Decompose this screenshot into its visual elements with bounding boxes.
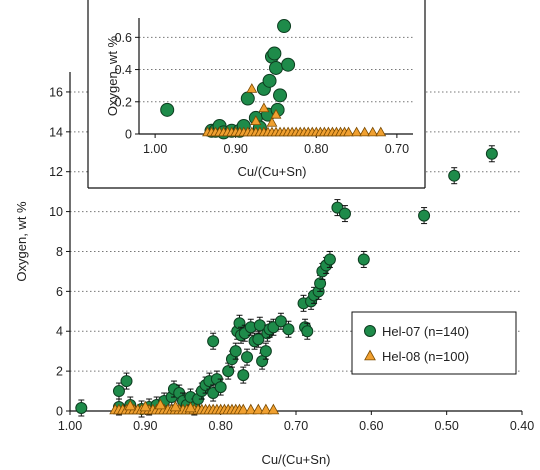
x-tick-label: 0.60	[359, 419, 383, 433]
data-point-circle	[448, 169, 461, 182]
x-tick-label: 0.90	[133, 419, 157, 433]
x-tick-label: 0.80	[208, 419, 232, 433]
x-tick-label: 1.00	[58, 419, 82, 433]
data-point-circle	[233, 317, 246, 330]
legend: Hel-07 (n=140) Hel-08 (n=100)	[351, 311, 517, 375]
x-tick-label: 1.00	[143, 142, 167, 156]
data-point-circle	[485, 147, 498, 160]
data-point-circle	[262, 73, 277, 88]
data-point-triangle	[139, 400, 152, 412]
data-point-circle	[241, 351, 254, 364]
data-point-triangle	[351, 126, 363, 137]
y-tick-label: 0.6	[115, 31, 132, 45]
data-point-circle	[237, 369, 250, 382]
y-axis-title: Oxygen, wt %	[14, 201, 29, 282]
y-tick-label: 12	[49, 165, 63, 179]
data-point-triangle	[244, 403, 257, 415]
data-point-circle	[338, 207, 351, 220]
y-tick-label: 0.4	[115, 63, 132, 77]
data-point-triangle	[266, 116, 278, 127]
data-point-circle	[207, 335, 220, 348]
data-point-circle	[259, 345, 272, 358]
y-axis-title: Oxygen, wt %	[105, 35, 120, 116]
data-point-circle	[160, 102, 175, 117]
data-point-circle	[314, 277, 327, 290]
legend-label-hel-07: Hel-07 (n=140)	[382, 324, 469, 339]
data-point-triangle	[267, 403, 280, 415]
data-point-triangle	[154, 398, 167, 410]
data-point-circle	[222, 365, 235, 378]
data-point-circle	[214, 381, 227, 394]
data-point-triangle	[237, 403, 250, 415]
data-point-circle	[301, 325, 314, 338]
inset-plot: 0 0.2 0.4 0.6 1.00 0.90 0.80 0.70 Cu/(Cu+Sn) Oxyg…	[87, 0, 426, 189]
legend-marker-triangle	[364, 349, 376, 361]
x-tick-label: 0.70	[385, 142, 409, 156]
series-hel-08	[202, 83, 387, 137]
data-point-triangle	[359, 126, 371, 137]
data-point-triangle	[246, 83, 258, 93]
data-point-triangle	[343, 126, 354, 137]
data-point-circle	[267, 46, 282, 61]
data-point-circle	[112, 385, 125, 398]
data-point-triangle	[258, 102, 270, 113]
series-hel-07	[75, 145, 498, 418]
data-point-circle	[418, 209, 431, 222]
data-point-circle	[269, 60, 283, 75]
y-tick-label: 6	[56, 285, 63, 299]
y-tick-label: 10	[49, 205, 63, 219]
x-tick-label: 0.70	[284, 419, 308, 433]
x-tick-label: 0.40	[510, 419, 534, 433]
y-tick-label: 2	[56, 365, 63, 379]
y-tick-label: 8	[56, 245, 63, 259]
data-point-circle	[323, 253, 336, 266]
data-point-triangle	[375, 126, 387, 137]
data-point-triangle	[367, 126, 379, 137]
y-tick-label: 0.2	[115, 95, 132, 109]
main-plot: 0 2 4 6 8 10 12 14 16 1.00 0.90 0.80 0.70 0.60 0.50 0.4…	[14, 72, 534, 467]
data-point-circle	[281, 57, 296, 72]
data-point-circle	[357, 253, 370, 266]
y-tick-label: 0	[125, 128, 132, 142]
x-tick-label: 0.80	[304, 142, 328, 156]
x-tick-label: 0.50	[434, 419, 458, 433]
data-point-triangle	[259, 403, 272, 415]
data-point-triangle	[252, 403, 265, 415]
data-point-circle	[240, 91, 255, 106]
y-tick-label: 4	[56, 325, 63, 339]
legend-marker-circle	[364, 325, 376, 337]
series-hel-08	[109, 398, 280, 415]
x-axis-title: Cu/(Cu+Sn)	[262, 452, 331, 467]
data-point-circle	[75, 402, 88, 415]
data-point-triangle	[184, 401, 197, 413]
y-tick-label: 0	[56, 405, 63, 419]
legend-label-hel-08: Hel-08 (n=100)	[382, 349, 469, 364]
data-point-triangle	[250, 115, 262, 126]
data-point-circle	[120, 375, 133, 388]
data-point-circle	[273, 88, 288, 103]
y-tick-label: 14	[49, 125, 63, 139]
inset-background	[88, 0, 425, 188]
data-point-triangle	[169, 400, 182, 412]
y-tick-label: 16	[49, 85, 63, 99]
x-axis-title: Cu/(Cu+Sn)	[238, 164, 307, 179]
x-tick-label: 0.90	[224, 142, 248, 156]
data-point-triangle	[124, 399, 137, 411]
data-point-circle	[282, 323, 295, 336]
data-point-circle	[229, 345, 242, 358]
legend-box	[351, 311, 517, 375]
data-point-circle	[277, 19, 292, 34]
data-point-triangle	[270, 108, 282, 119]
